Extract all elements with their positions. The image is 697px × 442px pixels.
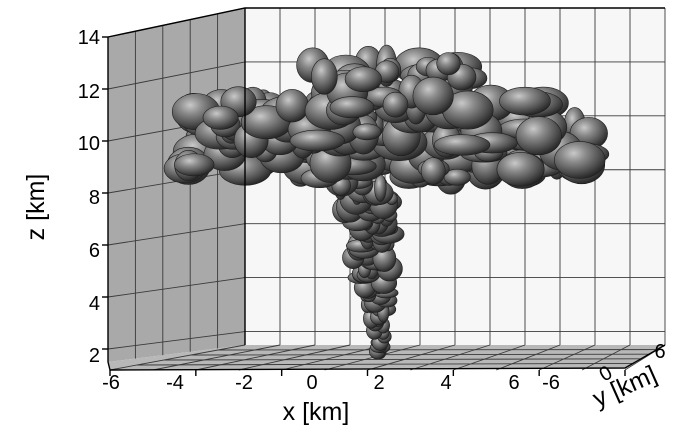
- cloud-blob: [352, 123, 382, 141]
- x-tick-labels: -6 -4 -2 0 2 4 6: [102, 372, 519, 394]
- z-axis-label: z [km]: [22, 174, 50, 241]
- floor-gridline: [410, 344, 491, 371]
- floor-gridline: [109, 344, 246, 371]
- cloud-blob: [289, 129, 345, 152]
- cloud-isosurface: [163, 44, 610, 360]
- x-tick-label: 4: [440, 372, 451, 394]
- floor-gridline: [581, 344, 631, 371]
- side-wall-gridline: [107, 277, 246, 298]
- cloud-blob: [420, 157, 446, 185]
- floor-gridline: [238, 344, 351, 371]
- side-wall-gridline: [107, 331, 246, 350]
- floor-gridline: [281, 344, 386, 371]
- cloud-blob: [554, 141, 606, 179]
- y-tick-label: -6: [542, 372, 560, 394]
- floor-gridline: [453, 344, 526, 371]
- y-tick-label: 6: [654, 341, 665, 363]
- floor-gridline: [538, 344, 596, 371]
- floor-gridline: [163, 358, 642, 361]
- z-tick-label: 4: [89, 293, 100, 315]
- z-tick-label: 12: [78, 81, 100, 103]
- floor-gridline: [190, 353, 650, 356]
- cloud-blob: [499, 86, 551, 116]
- z-tick-label: 2: [89, 345, 100, 367]
- cloud-blob: [329, 96, 375, 119]
- cloud-blob: [374, 174, 387, 202]
- floor-gridline: [152, 344, 281, 371]
- cloud-blob: [202, 105, 239, 130]
- floor-edge: [107, 344, 666, 371]
- cloud-blob: [344, 66, 382, 93]
- floor-gridline: [195, 344, 316, 371]
- z-tick-labels: 14 12 10 8 6 4 2: [78, 27, 100, 367]
- cloud-blob: [515, 116, 562, 156]
- cloud-blob: [436, 52, 461, 76]
- cloud-blob: [173, 153, 215, 177]
- x-tick-label: 2: [373, 372, 384, 394]
- cloud-blob: [382, 91, 409, 118]
- x-tick-label: 6: [508, 372, 519, 394]
- side-wall-gridline: [107, 223, 246, 246]
- box-edges: [102, 7, 666, 376]
- left-side-wall: [108, 8, 245, 362]
- cloud-blob: [433, 134, 491, 156]
- floor-gridline: [367, 344, 456, 371]
- side-wall-gridline: [107, 61, 246, 90]
- floor-gridline: [496, 344, 561, 371]
- floor-gridline: [136, 362, 634, 366]
- x-tick-label: -6: [102, 372, 120, 394]
- cloud-blob: [496, 152, 545, 187]
- x-tick-label: 0: [306, 372, 317, 394]
- z-tick-label: 8: [89, 187, 100, 209]
- cloud-blob: [275, 89, 309, 123]
- x-tick-label: -4: [166, 372, 184, 394]
- cloud-blob: [311, 58, 338, 95]
- z-tick-label: 14: [78, 27, 100, 49]
- z-tick-label: 10: [78, 133, 100, 155]
- cloud-blob: [412, 76, 454, 116]
- x-axis-label: x [km]: [283, 398, 350, 426]
- x-tick-label: -2: [235, 372, 253, 394]
- z-tick-label: 6: [89, 240, 100, 262]
